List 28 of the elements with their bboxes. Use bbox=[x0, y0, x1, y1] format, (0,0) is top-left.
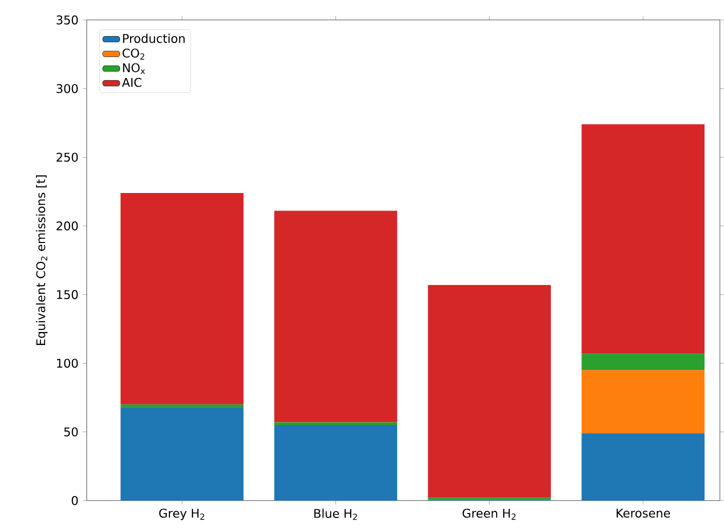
y-tick-label: 350 bbox=[56, 15, 78, 24]
x-tick-label: Grey H$_{2}$ bbox=[159, 508, 204, 520]
y-tick-label: 250 bbox=[56, 152, 78, 162]
y-tick-label: 100 bbox=[57, 358, 78, 368]
legend-label: Production bbox=[123, 34, 185, 43]
x-tick-label: Green H$_{2}$ bbox=[462, 508, 516, 520]
legend-label: CO$_{2}$ bbox=[122, 48, 144, 60]
bar bbox=[120, 404, 244, 407]
y-tick-label: 0 bbox=[72, 496, 78, 505]
legend-label: AIC bbox=[122, 78, 142, 87]
y-tick-label: 300 bbox=[56, 84, 78, 93]
bar bbox=[582, 370, 705, 434]
y-tick-label: 200 bbox=[56, 221, 78, 230]
y-tick-label: 50 bbox=[64, 427, 78, 436]
y-tick-label: 150 bbox=[57, 290, 78, 299]
bar bbox=[428, 284, 551, 498]
y-axis-title: Equivalent CO$_{2}$ emissions [t] bbox=[36, 175, 48, 345]
bar bbox=[274, 422, 398, 425]
bar bbox=[582, 433, 705, 500]
legend-label: NO$_{x}$ bbox=[123, 63, 145, 74]
bar bbox=[582, 353, 705, 370]
bar bbox=[120, 192, 244, 404]
bar bbox=[582, 124, 705, 354]
bar bbox=[274, 424, 398, 500]
x-tick-label: Blue H$_{2}$ bbox=[314, 508, 357, 520]
bar bbox=[120, 406, 244, 500]
x-tick-label: Kerosene bbox=[616, 508, 670, 518]
bar bbox=[274, 210, 398, 422]
